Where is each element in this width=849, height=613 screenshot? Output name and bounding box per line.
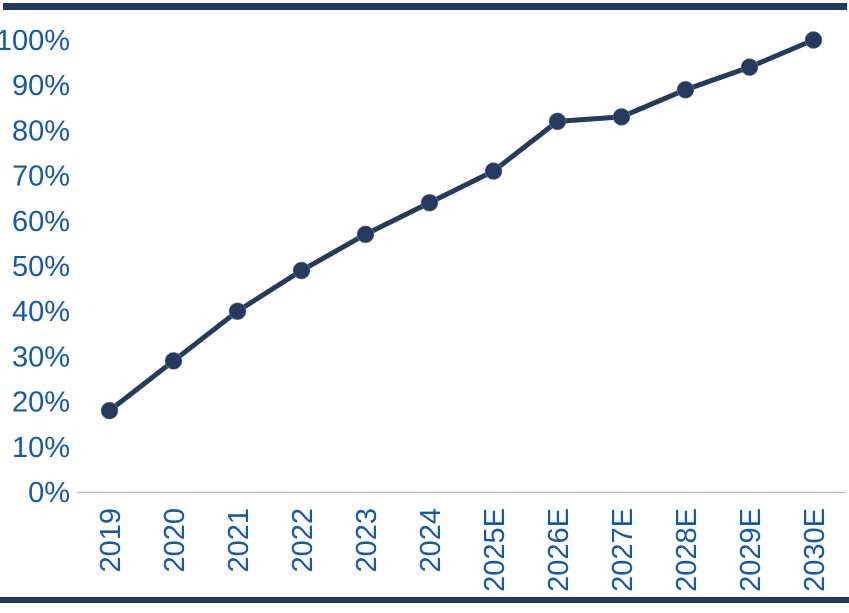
data-point-marker — [100, 401, 119, 420]
x-tick-label: 2024 — [415, 508, 447, 573]
y-tick-label: 30% — [12, 341, 70, 373]
x-tick-label: 2020 — [159, 508, 191, 573]
y-tick-label: 70% — [12, 161, 70, 193]
data-point-marker — [484, 162, 503, 181]
data-point-marker — [740, 58, 759, 77]
y-tick-label: 40% — [12, 296, 70, 328]
data-point-marker — [420, 193, 439, 212]
y-tick-label: 50% — [12, 251, 70, 283]
x-tick-label: 2028E — [671, 508, 703, 592]
x-tick-label: 2021 — [223, 508, 255, 573]
trend-line — [107, 37, 815, 413]
top-rule — [3, 3, 847, 10]
x-tick-label: 2019 — [95, 508, 127, 573]
data-point-marker — [228, 302, 247, 321]
y-tick-label: 10% — [12, 432, 70, 464]
x-tick-label: 2030E — [799, 508, 831, 592]
data-point-marker — [356, 225, 375, 244]
y-tick-label: 0% — [28, 477, 70, 509]
data-point-marker — [292, 261, 311, 280]
y-tick-label: 60% — [12, 206, 70, 238]
x-tick-label: 2025E — [479, 508, 511, 592]
x-tick-label: 2029E — [735, 508, 767, 592]
y-tick-label: 80% — [12, 115, 70, 147]
data-point-marker — [548, 112, 567, 131]
data-point-marker — [164, 351, 183, 370]
x-tick-label: 2026E — [543, 508, 575, 592]
data-point-marker — [676, 80, 695, 99]
y-tick-label: 100% — [0, 25, 70, 57]
data-point-marker — [612, 107, 631, 126]
x-tick-label: 2022 — [287, 508, 319, 573]
y-tick-label: 90% — [12, 70, 70, 102]
y-tick-label: 20% — [12, 387, 70, 419]
bottom-rule — [0, 597, 849, 603]
x-tick-label: 2027E — [607, 508, 639, 592]
x-tick-label: 2023 — [351, 508, 383, 573]
data-point-marker — [804, 31, 823, 49]
